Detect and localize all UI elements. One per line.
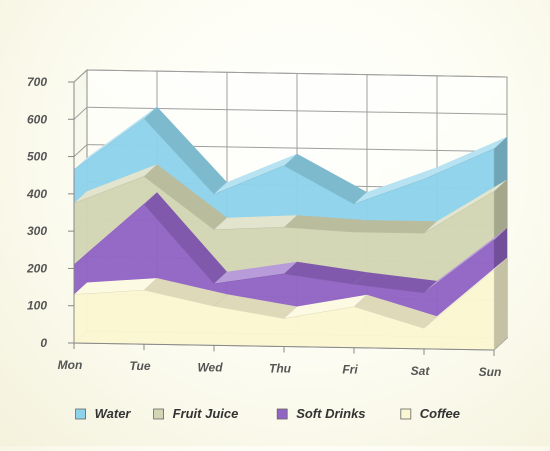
y-tick-label-100: 100 — [27, 299, 47, 313]
legend-swatch-water — [75, 408, 86, 420]
area-top-face-fruit-juice-2 — [214, 215, 297, 230]
series-water — [73, 106, 507, 234]
x-tick-label-mon: Mon — [58, 358, 83, 372]
y-tick-label-0: 0 — [40, 336, 47, 350]
area-top-face-coffee-2 — [214, 294, 297, 319]
series-coffee — [73, 257, 507, 351]
legend-label-coffee: Coffee — [420, 406, 460, 421]
area-top-face-soft-drinks-5 — [424, 228, 507, 293]
area-top-face-fruit-juice-3 — [284, 215, 367, 233]
area-top-face-fruit-juice-5 — [424, 179, 507, 234]
area-top-face-water-0 — [74, 106, 157, 170]
area-side-face-coffee — [494, 257, 507, 350]
side-gridline-y-600 — [73, 106, 88, 120]
area-top-face-coffee-1 — [144, 278, 227, 307]
area-side-face-fruit-juice — [494, 179, 507, 240]
area-top-face-water-4 — [354, 167, 437, 205]
legend-label-fruit-juice: Fruit Juice — [173, 406, 239, 421]
legend-swatch-coffee — [400, 408, 412, 420]
legend-label-soft-drinks: Soft Drinks — [296, 406, 365, 421]
area-top-face-water-1 — [144, 106, 227, 195]
y-tick-label-700: 700 — [27, 75, 47, 89]
area-top-face-fruit-juice-0 — [74, 164, 157, 204]
area-top-face-soft-drinks-1 — [144, 192, 227, 284]
area-top-face-water-5 — [424, 136, 507, 180]
legend-label-water: Water — [95, 406, 132, 421]
legend-item-coffee[interactable]: Coffee — [400, 406, 460, 421]
x-tick-label-sun: Sun — [479, 365, 502, 379]
y-tick-label-400: 400 — [26, 187, 47, 201]
area-top-face-fruit-juice-4 — [354, 220, 437, 234]
area-side-face-soft-drinks — [494, 228, 507, 270]
x-tick-label-thu: Thu — [269, 362, 292, 376]
y-tick-label-600: 600 — [27, 112, 47, 126]
x-tick-label-tue: Tue — [129, 359, 150, 373]
area-top-face-water-2 — [214, 153, 297, 195]
area-top-face-coffee-4 — [354, 294, 437, 329]
side-gridline-y-700 — [73, 69, 88, 83]
area-top-face-water-3 — [284, 153, 367, 205]
side-gridline-y-500 — [73, 144, 88, 157]
legend-item-soft-drinks[interactable]: Soft Drinks — [276, 406, 366, 421]
legend-swatch-soft-drinks — [276, 408, 288, 420]
area-top-face-soft-drinks-2 — [214, 261, 297, 284]
x-tick-label-sat: Sat — [411, 364, 431, 378]
legend-item-water[interactable]: Water — [75, 406, 132, 421]
area-side-face-water — [494, 136, 507, 192]
area-top-face-coffee-3 — [284, 294, 367, 319]
y-tick-label-200: 200 — [26, 261, 47, 275]
legend-item-fruit-juice[interactable]: Fruit Juice — [153, 406, 239, 421]
area-top-face-fruit-juice-1 — [144, 164, 227, 230]
area-top-face-soft-drinks-4 — [354, 272, 437, 293]
y-tick-label-500: 500 — [27, 150, 47, 164]
legend-swatch-fruit-juice — [153, 408, 165, 420]
area-top-face-soft-drinks-3 — [284, 261, 367, 285]
y-tick-label-300: 300 — [27, 224, 47, 238]
x-tick-label-wed: Wed — [197, 360, 223, 374]
x-tick-label-fri: Fri — [342, 363, 358, 377]
